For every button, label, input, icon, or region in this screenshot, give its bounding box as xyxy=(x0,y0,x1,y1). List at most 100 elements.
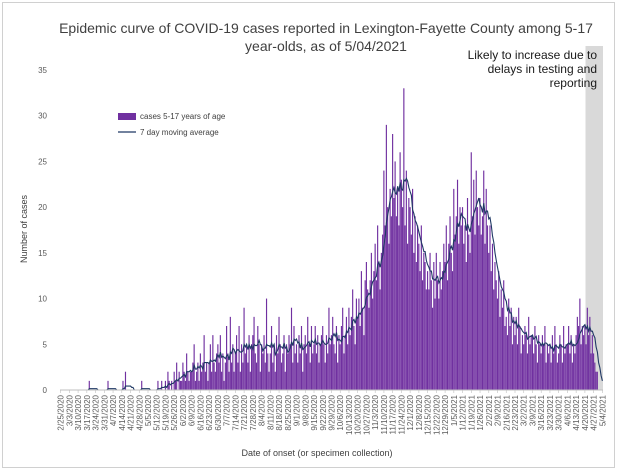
x-tick-label: 7/7/2020 xyxy=(223,394,232,426)
bar xyxy=(539,344,541,390)
bar xyxy=(400,179,402,390)
bar xyxy=(449,216,451,390)
bar xyxy=(430,280,432,390)
bar xyxy=(209,344,211,390)
bar xyxy=(221,371,223,390)
bar xyxy=(561,362,563,390)
y-tick-label: 15 xyxy=(38,249,47,258)
x-tick-label: 12/22/2020 xyxy=(432,394,441,435)
bar xyxy=(141,380,143,390)
bar xyxy=(549,344,551,390)
x-tick-label: 7/14/2020 xyxy=(231,394,240,430)
bar xyxy=(540,353,542,390)
bar xyxy=(179,380,181,390)
bar xyxy=(423,252,425,390)
bar xyxy=(380,252,382,390)
bar xyxy=(548,353,550,390)
bar xyxy=(556,362,558,390)
bar xyxy=(344,335,346,390)
bar xyxy=(518,307,520,390)
bar xyxy=(332,316,334,390)
bar xyxy=(595,371,597,390)
bar xyxy=(500,289,502,390)
bar xyxy=(488,252,490,390)
bar xyxy=(333,344,335,390)
bar xyxy=(413,252,415,390)
x-tick-label: 5/5/2020 xyxy=(144,394,153,426)
bar xyxy=(236,335,238,390)
y-tick-labels: 0 5 10 15 20 25 30 35 xyxy=(38,66,47,395)
x-tick-label: 6/30/2020 xyxy=(214,394,223,430)
x-tick-label: 1/12/2021 xyxy=(459,394,468,430)
bar xyxy=(533,353,535,390)
bar xyxy=(429,252,431,390)
bar xyxy=(463,243,465,390)
legend-label-cases: cases 5-17 years of age xyxy=(140,112,226,121)
bar xyxy=(340,326,343,390)
annotation-line-2: delays in testing and xyxy=(488,62,597,76)
x-tick-label: 3/23/2021 xyxy=(546,394,555,430)
bar xyxy=(494,262,496,390)
bar xyxy=(124,371,127,390)
bar xyxy=(465,262,467,390)
bar xyxy=(257,326,259,390)
bar xyxy=(531,335,533,390)
bar xyxy=(454,234,456,390)
bar xyxy=(530,335,532,390)
bar xyxy=(397,188,399,390)
bar xyxy=(367,289,369,390)
x-tick-label: 3/30/2021 xyxy=(555,394,564,430)
bar xyxy=(545,362,547,390)
bar xyxy=(252,335,254,390)
bar xyxy=(481,216,484,390)
bar xyxy=(300,326,303,390)
bar xyxy=(272,362,274,390)
bar xyxy=(526,353,529,390)
bar xyxy=(503,280,505,390)
x-tick-label: 10/6/2020 xyxy=(336,394,345,430)
bar xyxy=(543,344,545,390)
bar xyxy=(568,326,570,390)
bar xyxy=(353,326,355,390)
x-tick-label: 3/9/2021 xyxy=(529,394,538,426)
bar xyxy=(468,234,470,390)
bar xyxy=(403,88,405,391)
bar xyxy=(213,362,215,390)
bar xyxy=(197,362,199,390)
x-tick-label: 4/14/2020 xyxy=(118,394,127,430)
bar xyxy=(575,335,577,390)
bar xyxy=(214,371,216,390)
bar xyxy=(275,335,278,390)
bar xyxy=(317,335,319,390)
bar xyxy=(535,344,537,390)
bar xyxy=(278,316,280,390)
bar xyxy=(444,262,446,390)
x-tick-label: 4/27/2021 xyxy=(590,394,599,430)
bar xyxy=(445,225,447,390)
bar xyxy=(590,353,592,390)
bar xyxy=(168,380,170,390)
bar xyxy=(264,362,266,390)
bar xyxy=(578,326,580,390)
x-tick-label: 3/17/2020 xyxy=(83,394,92,430)
bar xyxy=(519,326,521,390)
x-tick-label: 3/3/2020 xyxy=(65,394,74,426)
bar xyxy=(309,362,311,390)
x-tick-label: 4/21/2020 xyxy=(127,394,136,430)
bar xyxy=(299,353,301,390)
bar xyxy=(461,207,464,390)
bar xyxy=(280,362,283,390)
bar xyxy=(480,234,482,390)
bar xyxy=(303,344,305,390)
bar xyxy=(546,344,548,390)
x-tick-label: 12/15/2020 xyxy=(424,394,433,435)
bar xyxy=(475,170,477,390)
x-tick-label: 6/16/2020 xyxy=(196,394,205,430)
bar xyxy=(498,271,500,390)
bar xyxy=(307,316,309,390)
bar xyxy=(171,380,173,390)
bar xyxy=(161,380,163,390)
bar xyxy=(335,326,338,390)
bar xyxy=(521,335,524,390)
bar xyxy=(354,344,356,390)
